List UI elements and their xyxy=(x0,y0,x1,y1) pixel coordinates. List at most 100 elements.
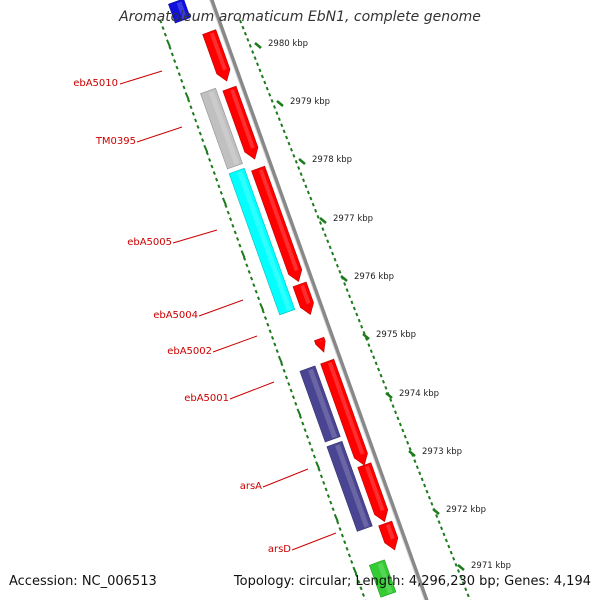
inner-ruler-tick xyxy=(357,579,361,584)
gene-label-callouts: ebA5010 TM0395 ebA5005 ebA5004 ebA5002 ebA500… xyxy=(73,70,337,555)
ruler-major-tick xyxy=(319,217,327,224)
gene-forward-shine xyxy=(319,340,323,342)
outer-ruler-dot xyxy=(277,117,281,122)
ruler-tick-label: 2980 kbp xyxy=(268,39,308,49)
outer-ruler-dot xyxy=(306,190,310,195)
outer-ruler-dot xyxy=(352,306,356,311)
ruler-major-tick xyxy=(340,275,348,282)
inner-ruler-tick xyxy=(317,467,321,472)
ruler-tick-label: 2972 kbp xyxy=(446,505,486,515)
ruler-tick-label: 2975 kbp xyxy=(376,330,416,340)
outer-ruler-dot xyxy=(449,550,453,555)
inner-ruler-tick xyxy=(231,223,235,228)
gene-track xyxy=(168,0,399,598)
outer-ruler-dot xyxy=(391,404,395,409)
inner-ruler-tick xyxy=(240,250,246,259)
inner-ruler-tick xyxy=(273,342,277,347)
outer-ruler-dot xyxy=(427,495,431,500)
outer-ruler-dot xyxy=(302,178,306,183)
inner-ruler-tick xyxy=(329,500,333,505)
inner-ruler-tick xyxy=(228,217,233,222)
outer-ruler-dot xyxy=(423,483,427,488)
gene-callout-line xyxy=(291,532,337,551)
inner-ruler-tick xyxy=(266,322,270,327)
ruler-major-tick xyxy=(298,158,306,165)
inner-ruler-tick xyxy=(252,283,256,288)
outer-ruler-dot xyxy=(243,31,247,36)
outer-ruler-dot xyxy=(263,80,267,85)
outer-ruler-dot xyxy=(456,569,461,573)
outer-ruler-dot xyxy=(282,129,286,134)
inner-ruler-tick xyxy=(280,362,284,367)
outer-ruler-dot xyxy=(316,214,320,219)
outer-ruler-dot xyxy=(246,37,250,42)
outer-ruler-dot xyxy=(396,416,400,421)
inner-ruler-tick xyxy=(233,230,237,235)
inner-ruler-tick xyxy=(352,566,358,575)
outer-ruler-dot xyxy=(401,428,405,433)
inner-ruler-tick xyxy=(175,65,179,70)
inner-ruler-tick xyxy=(326,494,331,498)
genome-backbone-highlight xyxy=(209,0,427,604)
ruler-tick-label: 2977 kbp xyxy=(333,214,373,224)
outer-ruler-dot xyxy=(326,239,330,244)
gene-forward-shine xyxy=(209,32,227,71)
ruler-major-tick xyxy=(432,508,440,515)
ruler-tick-label: 2978 kbp xyxy=(312,155,352,165)
outer-ruler-dot xyxy=(256,62,260,67)
outer-ruler-dot xyxy=(389,398,393,402)
inner-ruler-tick xyxy=(170,52,174,57)
inner-ruler-tick xyxy=(284,375,289,380)
gene-forward-shine xyxy=(364,465,385,512)
inner-ruler-tick xyxy=(166,39,171,48)
outer-ruler-dot xyxy=(331,251,335,256)
outer-ruler-dot xyxy=(268,92,272,97)
outer-ruler-dot xyxy=(384,385,388,390)
outer-ruler-dot xyxy=(355,312,359,317)
outer-ruler-dot xyxy=(328,245,332,250)
gene-grey-shine xyxy=(208,91,240,166)
outer-ruler-dot xyxy=(294,160,298,164)
inner-ruler-tick xyxy=(287,382,291,386)
inner-ruler-tick xyxy=(312,454,317,459)
inner-ruler-tick xyxy=(259,303,265,311)
inner-ruler-tick xyxy=(294,401,298,406)
inner-ruler-tick xyxy=(247,270,251,274)
outer-ruler-dot xyxy=(343,282,347,286)
inner-ruler-tick xyxy=(189,105,193,110)
outer-ruler-dot xyxy=(381,379,385,384)
topology-text: Topology: circular; Length: 4,296,230 bp… xyxy=(233,574,591,589)
inner-ruler-tick xyxy=(277,355,283,364)
outer-ruler-dot xyxy=(394,410,398,415)
inner-ruler-tick xyxy=(224,204,228,208)
outer-ruler-dot xyxy=(241,25,245,30)
inner-ruler-tick xyxy=(163,32,167,37)
outer-ruler-dot xyxy=(435,514,439,518)
outer-ruler-dot xyxy=(415,465,419,470)
gene-forward-shine xyxy=(385,524,395,540)
gene-callout-line xyxy=(119,70,163,85)
inner-ruler-tick xyxy=(184,92,190,100)
inner-ruler-tick xyxy=(322,480,326,485)
inner-ruler-tick xyxy=(212,171,216,176)
outer-ruler-dot xyxy=(406,440,410,445)
inner-ruler-tick xyxy=(308,441,312,446)
inner-ruler-tick xyxy=(219,190,223,195)
outer-ruler-dot xyxy=(260,74,264,79)
outer-ruler-dot xyxy=(379,373,383,378)
inner-ruler-tick xyxy=(161,26,165,31)
outer-ruler-dot xyxy=(280,123,284,128)
outer-ruler-dot xyxy=(335,263,339,268)
map-title: Aromatoleum aromaticum EbN1, complete ge… xyxy=(119,9,481,25)
inner-ruler-tick xyxy=(282,368,286,373)
genome-backbone xyxy=(209,0,430,604)
inner-ruler-tick xyxy=(305,434,310,439)
inner-ruler-tick xyxy=(203,144,209,153)
inner-ruler-tick xyxy=(343,540,347,545)
outer-ruler-dot xyxy=(440,526,444,531)
inner-ruler-tick xyxy=(261,309,265,314)
outer-ruler-dot xyxy=(253,56,257,61)
inner-ruler-dots xyxy=(159,19,368,604)
inner-ruler-tick xyxy=(359,586,363,591)
inner-ruler-tick xyxy=(298,415,303,419)
